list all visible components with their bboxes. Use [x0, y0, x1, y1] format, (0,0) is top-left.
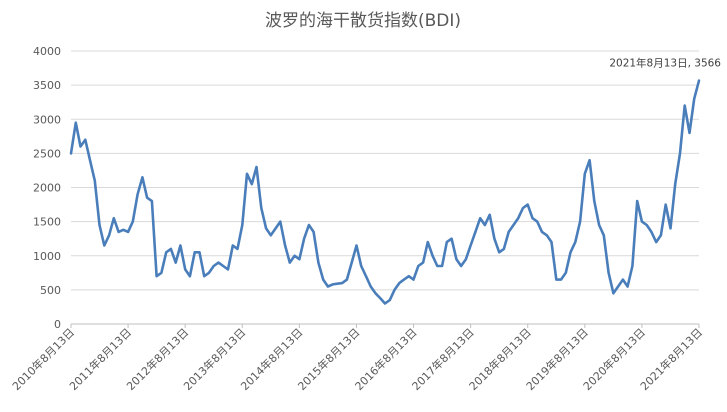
x-axis-ticks: 2010年8月13日2011年8月13日2012年8月13日2013年8月13日…	[9, 324, 705, 393]
y-axis-ticks: 0 500 1000 1500 2000 2500 3000 3500 4000	[33, 45, 61, 331]
y-tick-label: 2500	[33, 147, 61, 160]
y-tick-label: 2000	[33, 182, 61, 195]
last-point-annotation: 2021年8月13日, 3566	[609, 57, 721, 70]
y-tick-label: 1500	[33, 216, 61, 229]
gridlines	[71, 50, 699, 291]
y-tick-label: 3000	[33, 113, 61, 126]
bdi-series-line	[69, 79, 701, 305]
y-tick-label: 500	[40, 284, 61, 297]
y-tick-label: 1000	[33, 250, 61, 263]
y-tick-label: 0	[54, 318, 61, 331]
chart-title: 波罗的海干散货指数(BDI)	[265, 11, 461, 31]
y-tick-label: 4000	[33, 45, 61, 58]
y-tick-label: 3500	[33, 79, 61, 92]
